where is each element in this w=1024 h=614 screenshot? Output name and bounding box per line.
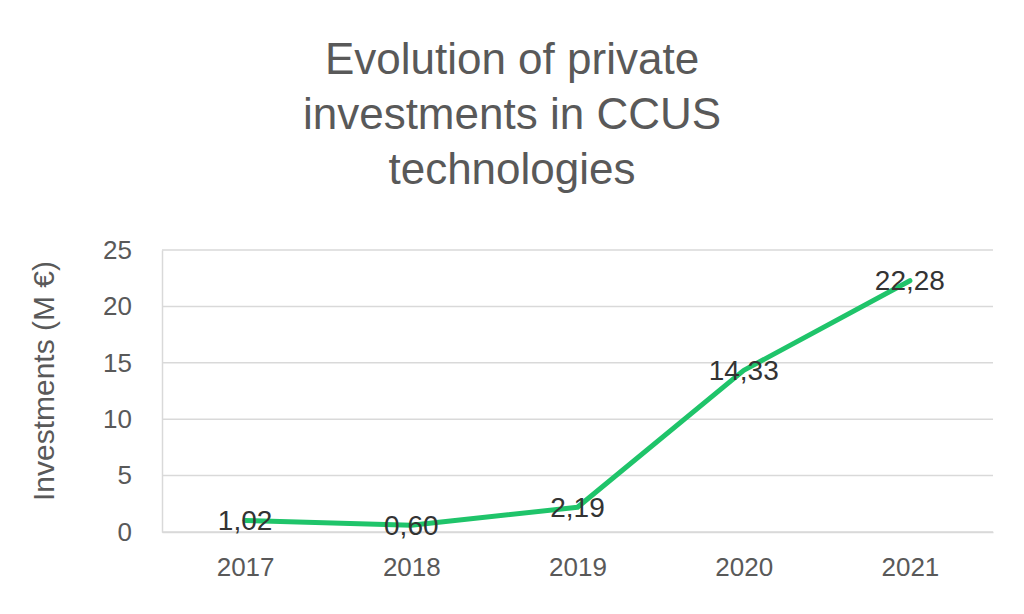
- x-tick: 2020: [715, 532, 773, 582]
- y-tick-label: 0: [118, 517, 132, 547]
- title: Evolution of private investments in CCUS t…: [303, 34, 721, 193]
- title-line: investments in CCUS: [303, 89, 721, 138]
- x-tick-label: 2021: [881, 552, 939, 582]
- grid-line: [162, 418, 993, 420]
- x-tick: 2017: [217, 532, 275, 582]
- y-tick-label: 25: [103, 235, 132, 265]
- y-tick-label: 10: [103, 404, 132, 434]
- x-tick: 2019: [549, 532, 607, 582]
- x-tick-label: 2018: [383, 552, 441, 582]
- x-tick: 2021: [881, 532, 939, 582]
- grid-line: [162, 531, 993, 533]
- x-axis: 2017 2018 2019 2020 2021: [163, 532, 994, 582]
- y-axis-title: Investments (M €): [27, 261, 60, 501]
- y-tick: 5: [118, 460, 162, 490]
- plot-area: [245, 281, 910, 526]
- y-tick: 15: [103, 348, 162, 378]
- data-label: 2,19: [550, 492, 605, 523]
- data-label: 14,33: [709, 355, 779, 386]
- y-tick-label: 5: [118, 460, 132, 490]
- x-tick-label: 2019: [549, 552, 607, 582]
- grid: [162, 250, 993, 532]
- x-axis-line: [163, 532, 994, 534]
- x-tick-label: 2017: [217, 552, 275, 582]
- data-label: 1,02: [218, 505, 273, 536]
- grid-line: [162, 249, 993, 251]
- series-line: [245, 281, 910, 526]
- x-tick-label: 2020: [715, 552, 773, 582]
- y-tick: 20: [103, 291, 162, 321]
- title-line: Evolution of private: [325, 34, 699, 83]
- y-axis: 0 5 10 15 20 25: [103, 235, 162, 547]
- y-tick-label: 15: [103, 348, 132, 378]
- y-axis-line: [162, 251, 164, 533]
- data-label: 0,60: [384, 510, 439, 541]
- data-labels: 1,02 0,60 2,19 14,33 22,28: [218, 265, 945, 541]
- title-line: technologies: [388, 144, 635, 193]
- data-label: 22,28: [875, 265, 945, 296]
- y-tick: 10: [103, 404, 162, 434]
- grid-line: [162, 362, 993, 364]
- chart: Evolution of private investments in CCUS t…: [0, 0, 1024, 614]
- grid-line: [162, 475, 993, 477]
- y-tick: 0: [118, 517, 162, 547]
- y-tick: 25: [103, 235, 162, 265]
- y-tick-label: 20: [103, 291, 132, 321]
